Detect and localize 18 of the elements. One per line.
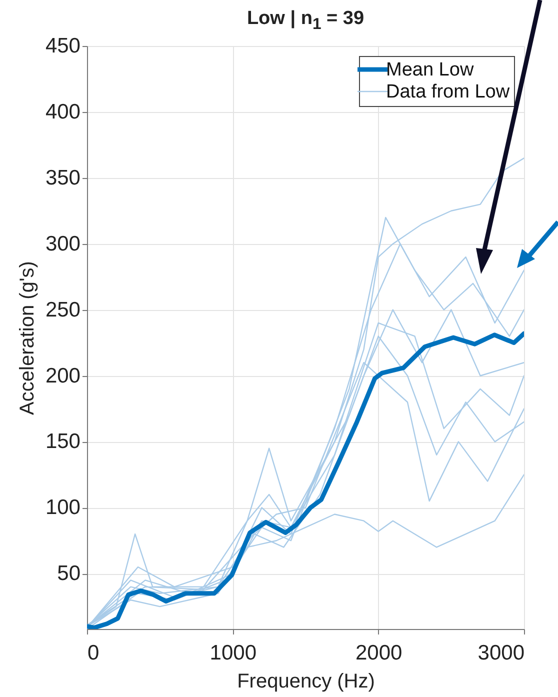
x-tick-label: 0 bbox=[88, 642, 100, 664]
legend-label: Data from Low bbox=[386, 82, 510, 102]
x-tick-label: 3000 bbox=[478, 642, 524, 664]
y-tick-label: 400 bbox=[45, 100, 80, 124]
y-tick-label: 50 bbox=[57, 562, 80, 586]
y-tick-label: 100 bbox=[45, 496, 80, 520]
y-axis-title: Acceleration (g's) bbox=[16, 261, 38, 415]
chart-title: Low | n$_{1}$ = 39 bbox=[246, 8, 366, 34]
y-tick-label: 200 bbox=[45, 364, 80, 388]
y-tick-label: 300 bbox=[45, 232, 80, 256]
y-tick-label: 250 bbox=[45, 298, 80, 322]
y-tick-label: 450 bbox=[45, 34, 80, 58]
y-tick-label: 350 bbox=[45, 166, 80, 190]
x-axis-title: Frequency (Hz) bbox=[237, 670, 375, 692]
x-tick-label: 1000 bbox=[210, 642, 257, 664]
y-tick-label: 150 bbox=[45, 430, 80, 454]
x-tick-label: 2000 bbox=[355, 642, 402, 664]
legend-label: Mean Low bbox=[386, 60, 474, 80]
